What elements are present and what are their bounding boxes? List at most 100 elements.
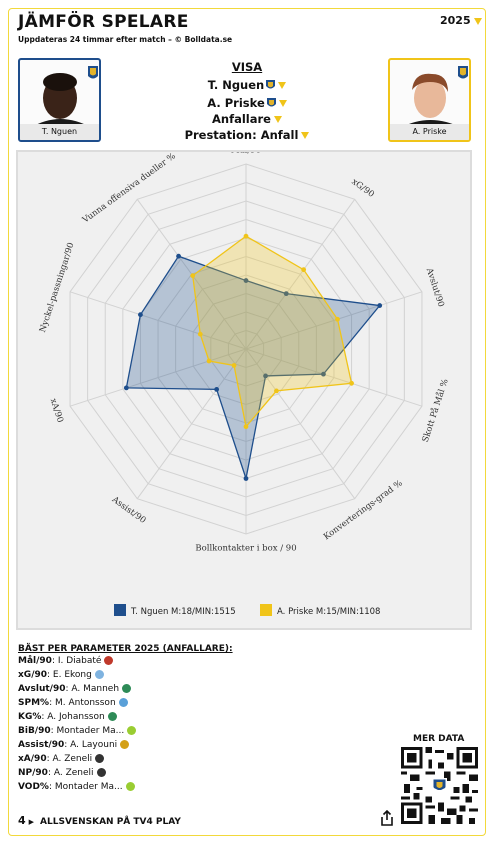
player2-select[interactable]: A. Priske — [130, 96, 364, 110]
best-param-label: Avslut/90 — [18, 684, 66, 694]
data-point — [214, 387, 220, 392]
data-point — [197, 331, 203, 337]
grid-spoke — [136, 348, 247, 499]
best-per-parameter-heading: BÄST PER PARAMETER 2025 (ANFALLARE): — [18, 644, 233, 654]
mode-select-label: Prestation: Anfall — [184, 128, 299, 142]
tv4-logo-icon: 4 — [18, 814, 26, 827]
data-point — [377, 303, 383, 308]
data-point — [231, 363, 237, 368]
axis-label: Bollkontakter i box / 90 — [195, 544, 296, 554]
year-value: 2025 — [440, 14, 471, 27]
grid-spoke — [69, 348, 247, 407]
tv4-play-link[interactable]: 4 ▶ ALLSVENSKAN PÅ TV4 PLAY — [18, 814, 181, 827]
data-point — [243, 424, 249, 430]
position-select[interactable]: Anfallare — [130, 112, 364, 126]
best-player-name: A. Zeneli — [53, 768, 94, 778]
chevron-down-icon — [278, 82, 287, 89]
data-point — [321, 371, 326, 377]
grid-spoke — [245, 291, 423, 350]
best-param-label: NP/90 — [18, 768, 48, 778]
share-icon[interactable] — [380, 810, 394, 826]
best-row[interactable]: Avslut/90: A. Manneh — [18, 684, 132, 694]
best-row[interactable]: NP/90: A. Zeneli — [18, 768, 106, 778]
chevron-down-icon — [301, 132, 310, 139]
player2-card[interactable]: A. Priske — [388, 58, 471, 142]
data-point — [263, 373, 268, 379]
data-point — [176, 253, 181, 259]
best-player-name: M. Antonsson — [54, 698, 116, 708]
data-point — [138, 312, 143, 318]
data-point — [335, 316, 340, 322]
axis-label: Assist/90 — [109, 494, 147, 526]
data-point — [243, 278, 249, 283]
qr-code[interactable] — [401, 747, 478, 824]
data-point — [123, 385, 129, 391]
axis-label: Avslut/90 — [424, 266, 446, 308]
radar-chart-panel: Mål/90 xG/90 Avslut/90 Skott På Mål % Konver… — [16, 144, 472, 630]
data-point — [301, 267, 307, 273]
best-param-label: BiB/90 — [18, 726, 51, 736]
visa-heading: VISA — [231, 60, 263, 74]
best-row[interactable]: xG/90: E. Ekong — [18, 670, 104, 680]
club-badge-icon — [107, 712, 117, 721]
axis-label: Vunna offensiva dueller % — [80, 152, 178, 226]
best-player-name: A. Layouni — [70, 740, 118, 750]
best-player-name: A. Johansson — [47, 712, 105, 722]
club-badge-icon — [95, 754, 105, 763]
best-player-name: E. Ekong — [52, 670, 92, 680]
best-row[interactable]: Assist/90: A. Layouni — [18, 740, 130, 750]
grid-spoke — [69, 291, 247, 350]
player2-name: A. Priske — [390, 124, 469, 140]
best-param-label: SPM% — [18, 698, 50, 708]
player1-card[interactable]: T. Nguen — [18, 58, 101, 142]
best-param-label: Mål/90 — [18, 656, 52, 666]
best-param-label: VOD% — [18, 782, 49, 792]
position-select-label: Anfallare — [212, 112, 271, 126]
player1-name: T. Nguen — [20, 124, 99, 140]
legend-swatch — [114, 604, 126, 616]
grid-spoke — [245, 348, 423, 407]
best-row[interactable]: xA/90: A. Zeneli — [18, 754, 105, 764]
club-badge-icon — [266, 98, 276, 107]
player2-select-label: A. Priske — [207, 96, 265, 110]
grid-spoke — [245, 199, 356, 350]
club-badge-icon — [266, 80, 276, 89]
best-param-label: Assist/90 — [18, 740, 65, 750]
best-param-label: xA/90 — [18, 754, 47, 764]
legend-label: T. Nguen M:18/MIN:1515 — [130, 607, 236, 617]
club-badge-icon — [120, 740, 130, 749]
mer-data-label: MER DATA — [413, 734, 465, 744]
year-select[interactable]: 2025 — [440, 14, 482, 27]
data-point — [190, 273, 196, 279]
legend-swatch — [260, 604, 272, 616]
player1-select[interactable]: T. Nguen — [130, 78, 364, 92]
chevron-down-icon — [273, 116, 282, 123]
club-badge-icon — [96, 768, 106, 777]
club-badge-icon — [125, 782, 135, 791]
player1-select-label: T. Nguen — [207, 78, 265, 92]
best-param-label: xG/90 — [18, 670, 48, 680]
legend-label: A. Priske M:15/MIN:1108 — [277, 607, 380, 617]
best-player-name: I. Diabaté — [57, 656, 102, 666]
best-player-name: A. Zeneli — [52, 754, 93, 764]
axis-label: Nyckel-passningar/90 — [38, 241, 77, 333]
data-point — [349, 380, 354, 386]
axis-label: Mål/90 — [231, 152, 261, 156]
best-row[interactable]: SPM%: M. Antonsson — [18, 698, 128, 708]
tv4-play-label: ALLSVENSKAN PÅ TV4 PLAY — [40, 817, 181, 827]
best-row[interactable]: BiB/90: Montader Ma... — [18, 726, 137, 736]
best-row[interactable]: Mål/90: I. Diabaté — [18, 656, 114, 666]
best-row[interactable]: VOD%: Montader Ma... — [18, 782, 135, 792]
axis-label: xG/90 — [350, 177, 376, 200]
grid-spoke — [245, 348, 356, 499]
best-row[interactable]: KG%: A. Johansson — [18, 712, 117, 722]
best-player-name: Montader Ma... — [54, 782, 123, 792]
mode-select[interactable]: Prestation: Anfall — [130, 128, 364, 142]
radar-chart: Mål/90 xG/90 Avslut/90 Skott På Mål % Konver… — [38, 144, 451, 618]
data-point — [283, 291, 289, 297]
axis-label: Konverterings-grad % — [322, 478, 405, 542]
data-point — [243, 476, 249, 481]
data-point — [206, 358, 212, 364]
data-point — [274, 388, 279, 394]
chevron-down-icon — [473, 17, 482, 25]
